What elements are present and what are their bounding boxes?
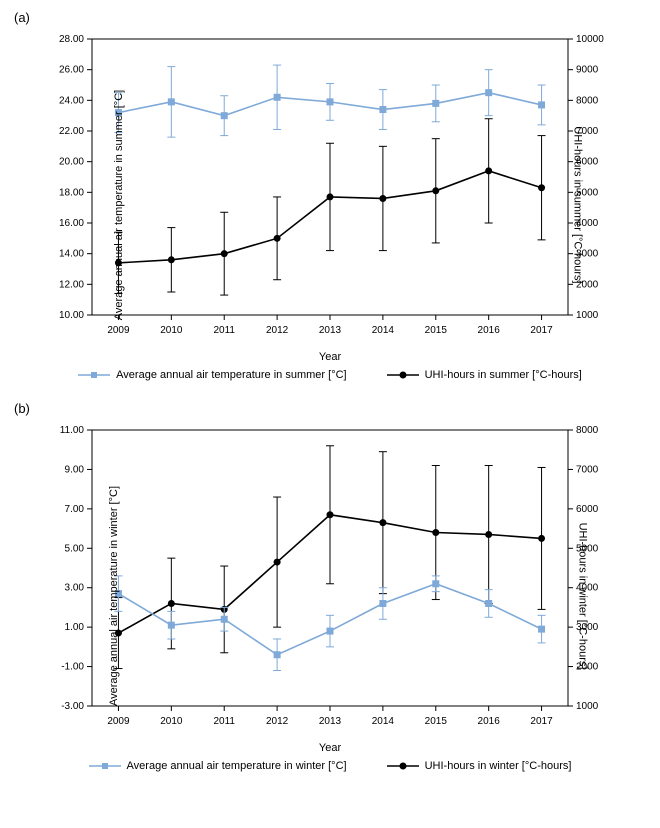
svg-text:2012: 2012 xyxy=(266,716,289,727)
svg-text:2013: 2013 xyxy=(319,325,342,336)
svg-text:1.00: 1.00 xyxy=(65,622,85,633)
svg-text:2015: 2015 xyxy=(425,325,448,336)
svg-text:2010: 2010 xyxy=(160,716,183,727)
legend-b-left-marker-icon xyxy=(89,760,121,772)
svg-text:9000: 9000 xyxy=(576,65,599,76)
svg-text:20.00: 20.00 xyxy=(59,157,84,168)
svg-text:11.00: 11.00 xyxy=(60,425,85,436)
svg-text:6000: 6000 xyxy=(576,504,599,515)
svg-text:2014: 2014 xyxy=(372,325,395,336)
legend-a-right-text: UHI-hours in summer [°C-hours] xyxy=(425,369,582,381)
svg-text:2011: 2011 xyxy=(213,716,235,727)
svg-text:2017: 2017 xyxy=(530,716,553,727)
svg-text:2014: 2014 xyxy=(372,716,395,727)
svg-text:1000: 1000 xyxy=(576,310,599,321)
legend-a-left-marker-icon xyxy=(78,369,110,381)
chart-a-y-left-label: Average annual air temperature in summer… xyxy=(113,90,125,320)
chart-b-x-label: Year xyxy=(319,742,341,754)
legend-a-left: Average annual air temperature in summer… xyxy=(78,369,346,381)
svg-text:10.00: 10.00 xyxy=(59,310,84,321)
panel-a: (a) Average annual air temperature in su… xyxy=(10,10,650,381)
legend-a-right: UHI-hours in summer [°C-hours] xyxy=(387,369,582,381)
svg-text:8000: 8000 xyxy=(576,95,599,106)
chart-b-y-right-label: UHI-hours in winter [°C-hours] xyxy=(577,523,589,670)
legend-b-right-text: UHI-hours in winter [°C-hours] xyxy=(425,760,572,772)
svg-text:2012: 2012 xyxy=(266,325,289,336)
svg-text:9.00: 9.00 xyxy=(65,464,85,475)
legend-b-right-marker-icon xyxy=(387,760,419,772)
chart-b-legend: Average annual air temperature in winter… xyxy=(89,760,572,772)
svg-text:18.00: 18.00 xyxy=(59,187,84,198)
legend-b-right: UHI-hours in winter [°C-hours] xyxy=(387,760,572,772)
svg-text:-1.00: -1.00 xyxy=(61,662,84,673)
svg-text:-3.00: -3.00 xyxy=(61,701,84,712)
chart-a-legend: Average annual air temperature in summer… xyxy=(78,369,582,381)
svg-text:7000: 7000 xyxy=(576,464,599,475)
svg-text:2009: 2009 xyxy=(107,716,130,727)
svg-text:5.00: 5.00 xyxy=(65,543,85,554)
svg-text:2015: 2015 xyxy=(425,716,448,727)
svg-text:26.00: 26.00 xyxy=(59,65,84,76)
svg-text:2016: 2016 xyxy=(478,716,501,727)
svg-text:3.00: 3.00 xyxy=(65,583,85,594)
svg-text:14.00: 14.00 xyxy=(59,249,84,260)
chart-b-wrap: Average annual air temperature in winter… xyxy=(10,420,650,772)
svg-text:24.00: 24.00 xyxy=(59,95,84,106)
svg-text:2016: 2016 xyxy=(478,325,501,336)
svg-text:7.00: 7.00 xyxy=(65,504,85,515)
panel-b: (b) Average annual air temperature in wi… xyxy=(10,401,650,772)
svg-text:2013: 2013 xyxy=(319,716,342,727)
svg-text:2009: 2009 xyxy=(107,325,130,336)
legend-b-left-text: Average annual air temperature in winter… xyxy=(127,760,347,772)
panel-b-label: (b) xyxy=(14,401,650,416)
svg-text:12.00: 12.00 xyxy=(59,279,84,290)
svg-text:28.00: 28.00 xyxy=(59,34,84,45)
chart-a-y-right-label: UHI-hours in summer [°C-hours] xyxy=(571,126,583,283)
svg-text:1000: 1000 xyxy=(576,701,599,712)
chart-b-y-left-label: Average annual air temperature in winter… xyxy=(108,486,120,706)
chart-a-x-label: Year xyxy=(319,351,341,363)
svg-text:2017: 2017 xyxy=(530,325,553,336)
legend-a-right-marker-icon xyxy=(387,369,419,381)
legend-b-left: Average annual air temperature in winter… xyxy=(89,760,347,772)
svg-text:16.00: 16.00 xyxy=(59,218,84,229)
svg-text:8000: 8000 xyxy=(576,425,599,436)
svg-text:22.00: 22.00 xyxy=(59,126,84,137)
svg-text:2010: 2010 xyxy=(160,325,183,336)
svg-text:10000: 10000 xyxy=(576,34,604,45)
legend-a-left-text: Average annual air temperature in summer… xyxy=(116,369,346,381)
svg-text:2011: 2011 xyxy=(213,325,235,336)
chart-a-wrap: Average annual air temperature in summer… xyxy=(10,29,650,381)
panel-a-label: (a) xyxy=(14,10,650,25)
